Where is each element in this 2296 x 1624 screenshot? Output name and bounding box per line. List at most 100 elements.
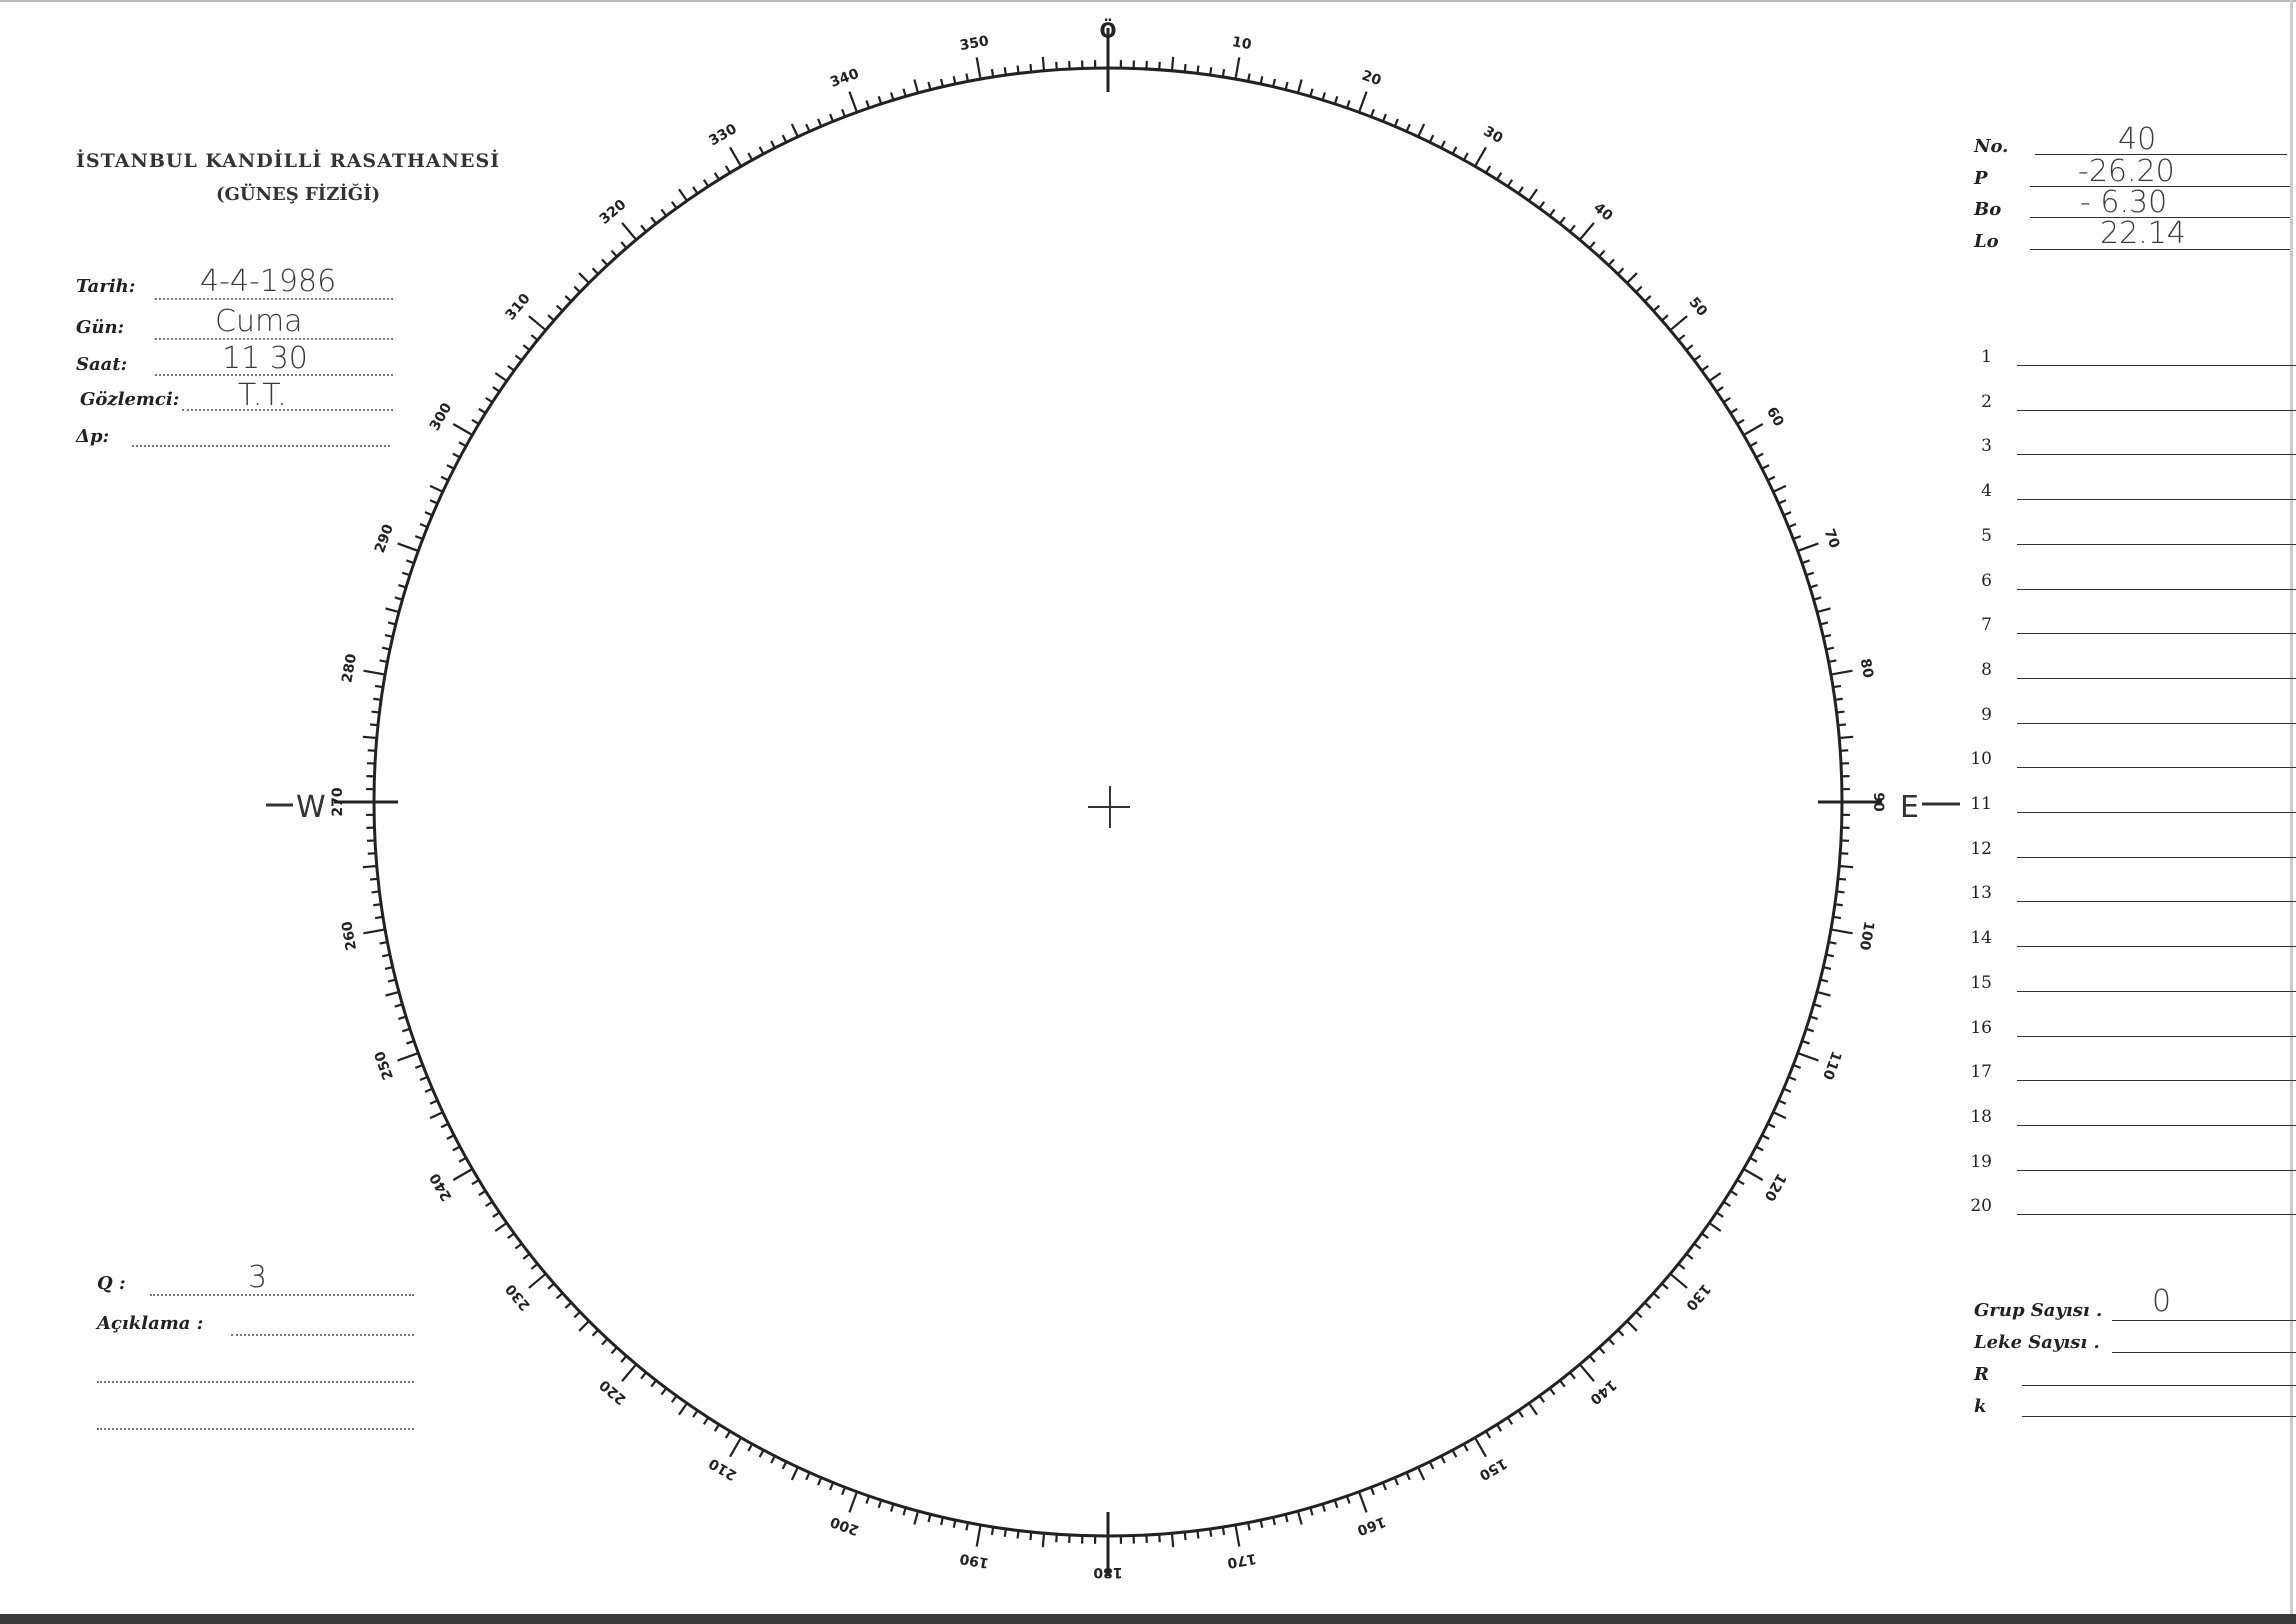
degree-tick	[902, 1507, 907, 1516]
degree-tick	[1333, 1499, 1339, 1509]
degree-tick	[362, 864, 377, 869]
row-entry-line[interactable]	[2017, 588, 2296, 590]
degree-label: 320	[597, 196, 630, 227]
degree-tick	[1783, 1087, 1792, 1093]
degree-tick	[927, 81, 932, 91]
degree-tick	[1840, 852, 1849, 855]
r-field[interactable]	[2022, 1385, 2296, 1386]
degree-label: 350	[959, 33, 991, 54]
row-entry-line[interactable]	[2017, 409, 2296, 411]
degree-tick	[379, 940, 388, 945]
degree-tick	[678, 1402, 688, 1416]
row-entry-line[interactable]	[2017, 1080, 2296, 1082]
delta-p-field[interactable]	[132, 445, 390, 447]
degree-tick	[1296, 79, 1303, 94]
day-field[interactable]	[155, 338, 393, 340]
notes-label: Açıklama :	[97, 1313, 204, 1334]
degree-tick	[1797, 1052, 1819, 1062]
date-field[interactable]	[155, 298, 393, 300]
degree-tick	[1788, 523, 1797, 529]
row-entry-line[interactable]	[2017, 543, 2296, 545]
row-entry-line[interactable]	[2017, 1035, 2296, 1037]
degree-tick	[1003, 67, 1007, 76]
row-entry-line[interactable]	[2017, 812, 2296, 813]
degree-tick	[1588, 1355, 1596, 1363]
observer-value: T.T.	[238, 378, 287, 413]
degree-tick	[1462, 1443, 1469, 1452]
degree-tick	[555, 1292, 564, 1300]
degree-label: 40	[1590, 200, 1615, 225]
group-count-field[interactable]	[2112, 1320, 2296, 1321]
degree-tick	[1801, 1039, 1810, 1045]
degree-tick	[452, 1145, 461, 1152]
bo-label: Bo	[1974, 199, 2002, 220]
row-entry-line[interactable]	[2017, 1169, 2296, 1171]
degree-tick	[952, 75, 957, 85]
row-entry-line[interactable]	[2017, 990, 2296, 992]
lo-field[interactable]	[2030, 249, 2290, 250]
degree-tick	[1830, 669, 1853, 676]
q-value: 3	[248, 1260, 268, 1295]
spot-count-field[interactable]	[2112, 1352, 2296, 1353]
row-number: 8	[1981, 659, 1992, 680]
degree-tick	[650, 1379, 657, 1388]
degree-tick	[1743, 423, 1764, 436]
degree-tick	[1722, 396, 1731, 404]
date-label: Tarih:	[76, 276, 136, 297]
time-field[interactable]	[155, 374, 393, 376]
row-entry-line[interactable]	[2017, 454, 2296, 456]
observer-field[interactable]	[182, 409, 393, 411]
row-entry-line[interactable]	[2017, 499, 2296, 501]
degree-tick	[1196, 1530, 1200, 1539]
degree-tick	[1598, 1346, 1606, 1355]
row-entry-line[interactable]	[2017, 1124, 2296, 1126]
row-entry-line[interactable]	[2017, 633, 2296, 635]
degree-label: 60	[1763, 405, 1787, 430]
notes-line-2[interactable]	[97, 1381, 414, 1383]
degree-tick	[620, 1355, 628, 1363]
q-field[interactable]	[150, 1294, 414, 1296]
degree-tick	[781, 134, 788, 143]
solar-disk-circle	[372, 66, 1844, 1538]
degree-tick	[385, 990, 400, 997]
degree-tick	[578, 1320, 590, 1332]
delta-p-label: Δp:	[76, 426, 110, 447]
degree-tick	[1183, 1531, 1187, 1541]
row-entry-line[interactable]	[2017, 901, 2296, 903]
degree-label: 10	[1231, 34, 1253, 53]
degree-tick	[1635, 1311, 1643, 1319]
degree-tick	[367, 749, 376, 752]
row-entry-line[interactable]	[2017, 722, 2296, 724]
p-field[interactable]	[2030, 186, 2290, 187]
degree-tick	[1381, 113, 1387, 122]
k-field[interactable]	[2022, 1416, 2296, 1417]
degree-tick	[1626, 1320, 1638, 1332]
degree-tick	[1548, 1387, 1556, 1396]
degree-tick	[397, 1052, 419, 1062]
row-entry-line[interactable]	[2017, 365, 2296, 366]
degree-tick	[610, 249, 618, 258]
degree-tick	[670, 1395, 678, 1403]
row-entry-line[interactable]	[2017, 856, 2296, 858]
no-field[interactable]	[2035, 154, 2287, 155]
degree-tick	[1722, 1200, 1731, 1208]
row-entry-line[interactable]	[2017, 767, 2296, 769]
degree-label: 220	[597, 1376, 630, 1407]
notes-line-3[interactable]	[97, 1428, 414, 1430]
row-entry-line[interactable]	[2017, 1214, 2296, 1216]
degree-tick	[1055, 1534, 1058, 1543]
degree-label: 80	[1857, 657, 1876, 679]
degree-tick	[458, 1156, 467, 1163]
row-entry-line[interactable]	[2017, 677, 2296, 679]
degree-tick	[1393, 118, 1399, 127]
degree-tick	[1607, 258, 1615, 266]
degree-tick	[1528, 188, 1538, 202]
degree-label: 20	[1359, 68, 1383, 90]
notes-field[interactable]	[231, 1334, 414, 1336]
bo-field[interactable]	[2030, 217, 2290, 218]
degree-tick	[927, 1513, 932, 1523]
degree-tick	[1644, 1301, 1652, 1309]
degree-tick	[406, 559, 415, 565]
row-entry-line[interactable]	[2017, 946, 2296, 948]
degree-tick	[601, 258, 609, 266]
